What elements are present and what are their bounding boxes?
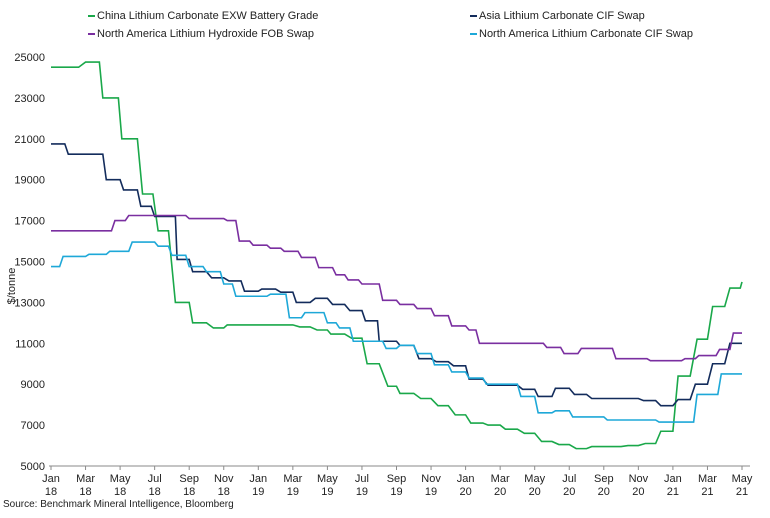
x-tick-label: May [110, 473, 131, 485]
legend-swatch-asia-carbonate [470, 15, 477, 17]
x-tick-label: 18 [114, 486, 126, 498]
x-tick-label: 20 [459, 486, 471, 498]
x-tick-label: 20 [494, 486, 506, 498]
y-tick-label: 13000 [14, 297, 45, 309]
y-axis-ticks: 5000 7000 9000 11000 13000 15000 17000 19000 210… [14, 52, 45, 473]
x-tick-label: 18 [149, 486, 161, 498]
x-tick-label: 18 [183, 486, 195, 498]
legend-swatch-na-hydroxide [88, 33, 95, 35]
legend-label-na-hydroxide: North America Lithium Hydroxide FOB Swap [97, 28, 315, 40]
legend-swatch-na-carbonate [470, 33, 477, 35]
x-tick-label: Jul [562, 473, 576, 485]
x-tick-label: 20 [598, 486, 610, 498]
series-layer [51, 61, 743, 450]
x-tick-label: 19 [390, 486, 402, 498]
x-tick-label: May [524, 473, 545, 485]
legend-item-na-hydroxide: North America Lithium Hydroxide FOB Swap [88, 28, 314, 40]
x-tick-label: 18 [79, 486, 91, 498]
x-tick-label: 18 [45, 486, 57, 498]
x-tick-label: Mar [491, 473, 510, 485]
y-tick-label: 19000 [14, 175, 45, 187]
x-tick-label: 19 [425, 486, 437, 498]
legend-label-na-carbonate: North America Lithium Carbonate CIF Swap [479, 28, 693, 40]
x-tick-label: 18 [218, 486, 230, 498]
x-tick-label: Jul [355, 473, 369, 485]
x-tick-label: 21 [667, 486, 679, 498]
legend-item-asia-carbonate: Asia Lithium Carbonate CIF Swap [470, 10, 645, 22]
x-tick-label: 19 [287, 486, 299, 498]
series-line-north-america-lithium-carbonate-cif-swap [51, 241, 742, 423]
legend-item-na-carbonate: North America Lithium Carbonate CIF Swap [470, 28, 693, 40]
x-tick-label: 21 [701, 486, 713, 498]
legend-swatch-china-carbonate [88, 15, 95, 17]
x-tick-label: Jan [249, 473, 267, 485]
legend-label-china-carbonate: China Lithium Carbonate EXW Battery Grad… [97, 10, 319, 22]
x-tick-label: 19 [356, 486, 368, 498]
y-tick-label: 11000 [15, 338, 45, 350]
series-line-north-america-lithium-hydroxide-fob-swap [51, 214, 742, 362]
x-tick-label: Mar [76, 473, 95, 485]
series-line-china-lithium-carbonate-exw-battery-grade [51, 61, 743, 450]
y-tick-label: 9000 [21, 379, 45, 391]
x-tick-label: Nov [214, 473, 234, 485]
x-tick-label: Jul [148, 473, 162, 485]
x-tick-label: May [317, 473, 338, 485]
x-tick-label: 19 [321, 486, 333, 498]
x-tick-label: 20 [529, 486, 541, 498]
y-tick-label: 25000 [14, 52, 45, 64]
y-tick-label: 23000 [14, 93, 45, 105]
legend-label-asia-carbonate: Asia Lithium Carbonate CIF Swap [479, 10, 645, 22]
y-tick-label: 17000 [14, 216, 45, 228]
x-tick-label: Mar [283, 473, 302, 485]
x-tick-label: 20 [563, 486, 575, 498]
y-tick-label: 7000 [21, 420, 45, 432]
source-note: Source: Benchmark Mineral Intelligence, … [3, 499, 234, 510]
x-tick-label: 19 [252, 486, 264, 498]
y-tick-label: 5000 [21, 461, 45, 473]
y-tick-label: 21000 [14, 134, 45, 146]
legend-item-china-carbonate: China Lithium Carbonate EXW Battery Grad… [88, 10, 318, 22]
x-tick-label: 21 [736, 486, 748, 498]
x-tick-label: Sep [594, 473, 614, 485]
x-axis-ticks: Jan18Mar18May18Jul18Sep18Nov18Jan19Mar19… [42, 466, 753, 498]
x-tick-label: 20 [632, 486, 644, 498]
x-tick-label: Nov [629, 473, 649, 485]
x-tick-label: May [732, 473, 753, 485]
x-tick-label: Jan [457, 473, 475, 485]
x-tick-label: Jan [664, 473, 682, 485]
x-tick-label: Sep [179, 473, 199, 485]
y-tick-label: 15000 [14, 257, 45, 269]
x-tick-label: Jan [42, 473, 60, 485]
series-line-asia-lithium-carbonate-cif-swap [51, 143, 742, 407]
x-tick-label: Sep [387, 473, 407, 485]
x-tick-label: Nov [421, 473, 441, 485]
x-tick-label: Mar [698, 473, 717, 485]
